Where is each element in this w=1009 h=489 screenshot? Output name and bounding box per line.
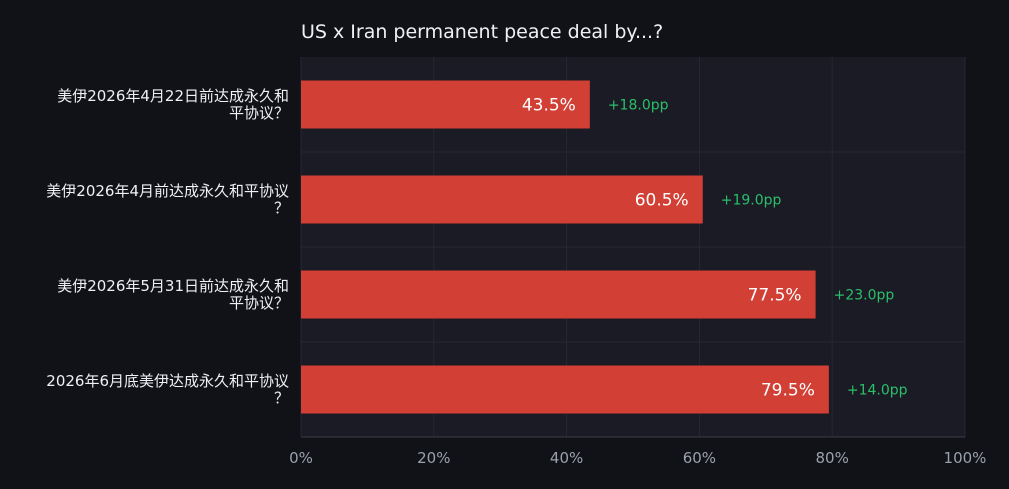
category-label: 平协议？ <box>229 294 289 312</box>
category-label: 美伊2026年4月22日前达成永久和 <box>57 87 289 105</box>
x-tick-label: 40% <box>550 449 583 467</box>
category-label: 2026年6月底美伊达成永久和平协议 <box>46 372 289 390</box>
x-ticks-group: 0% 20% 40% 60% 80% 100% <box>289 449 986 467</box>
category-label: 美伊2026年5月31日前达成永久和 <box>57 277 289 295</box>
x-tick-label: 20% <box>417 449 450 467</box>
bar-value-label: 77.5% <box>748 286 802 306</box>
bar <box>301 270 816 319</box>
change-annotation: +23.0pp <box>834 288 895 304</box>
bar <box>301 175 703 224</box>
change-annotation: +18.0pp <box>608 98 669 114</box>
bars-group: 43.5% +18.0pp 60.5% +19.0pp 77.5% +23.0pp 79.5… <box>301 80 908 414</box>
bar <box>301 80 590 129</box>
bar <box>301 365 829 414</box>
bar-value-label: 43.5% <box>522 96 576 116</box>
category-label: 平协议？ <box>229 104 289 122</box>
category-labels-group: 美伊2026年4月22日前达成永久和平协议？美伊2026年4月前达成永久和平协议… <box>46 87 289 407</box>
x-tick-label: 0% <box>289 449 313 467</box>
x-tick-label: 100% <box>944 449 987 467</box>
category-label: ？ <box>274 199 289 217</box>
x-tick-label: 80% <box>816 449 849 467</box>
change-annotation: +19.0pp <box>721 193 782 209</box>
category-label: 美伊2026年4月前达成永久和平协议 <box>46 182 289 200</box>
bar-value-label: 60.5% <box>635 191 689 211</box>
chart-title: US x Iran permanent peace deal by...? <box>301 21 663 43</box>
change-annotation: +14.0pp <box>847 383 908 399</box>
bar-value-label: 79.5% <box>761 381 815 401</box>
category-label: ？ <box>274 389 289 407</box>
x-tick-label: 60% <box>683 449 716 467</box>
